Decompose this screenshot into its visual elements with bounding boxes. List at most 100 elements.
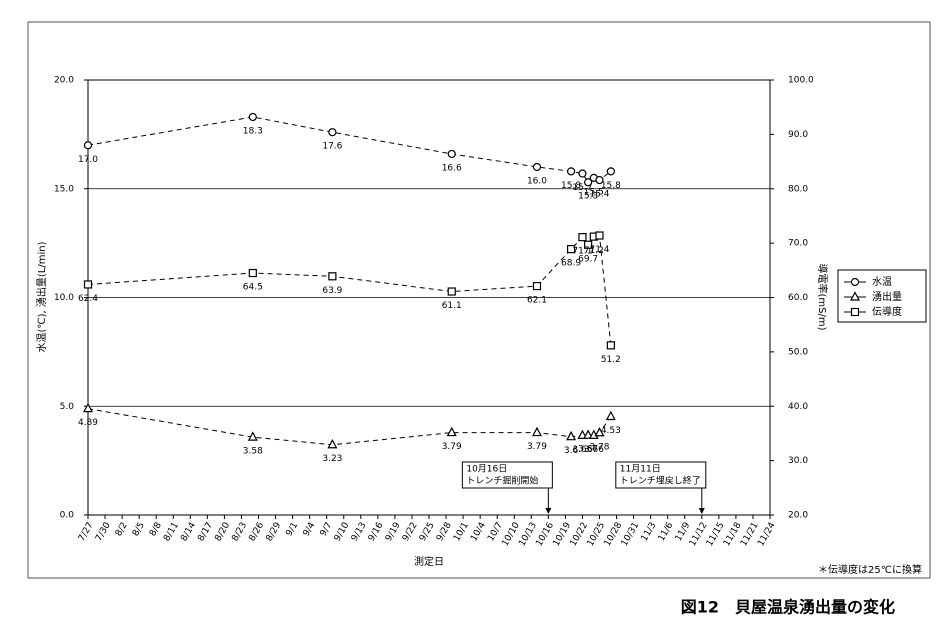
x-tick-label: 8/17 (196, 521, 215, 544)
x-tick-label: 8/11 (162, 521, 181, 544)
x-tick-label: 9/25 (418, 521, 437, 544)
data-point (594, 427, 605, 437)
x-tick-label: 11/24 (756, 521, 778, 549)
x-tick-label: 8/14 (179, 521, 198, 544)
data-label: 3.79 (442, 442, 462, 452)
series-line (87, 234, 612, 346)
y-tick-label: 10.0 (54, 293, 74, 303)
annotation-box (461, 461, 553, 489)
x-tick-label: 10/4 (469, 521, 488, 544)
y2-axis-label: 導電率(mS/m) (816, 263, 829, 330)
y2-tick-label: 50.0 (788, 347, 808, 357)
data-point (531, 426, 542, 437)
x-tick-label: 9/7 (319, 521, 335, 539)
data-point (606, 341, 615, 350)
data-label: 3.78 (589, 442, 609, 452)
data-point (605, 410, 616, 421)
annotation-text: トレンチ掘削開始 (466, 475, 538, 487)
x-tick-label: 9/28 (435, 521, 454, 544)
x-tick-label: 8/5 (131, 521, 147, 539)
data-point (583, 429, 594, 439)
x-tick-label: 8/29 (265, 521, 284, 544)
data-label: 15.5 (584, 187, 604, 197)
annotation-text: 11月11日 (620, 464, 661, 475)
x-tick-label: 11/3 (640, 521, 659, 544)
y2-tick-label: 70.0 (788, 239, 808, 249)
data-label: 3.23 (322, 454, 342, 464)
data-point (584, 240, 593, 249)
data-point (83, 280, 93, 289)
legend-marker (850, 307, 860, 317)
x-tick-label: 8/8 (148, 521, 164, 539)
data-point (584, 178, 593, 187)
data-point (447, 149, 456, 159)
y2-tick-label: 20.0 (788, 511, 808, 521)
data-label: 69.7 (578, 254, 598, 264)
series-line (87, 116, 612, 183)
data-label: 16.6 (442, 163, 462, 173)
data-label: 3.79 (527, 442, 547, 452)
data-label: 71.2 (584, 246, 604, 256)
data-point (447, 287, 456, 296)
legend-label: 水温 (872, 276, 892, 288)
data-point (566, 430, 577, 441)
data-label: 4.53 (601, 426, 621, 436)
data-label: 3.67 (578, 445, 598, 455)
x-tick-label: 11/6 (657, 521, 676, 544)
data-point (606, 167, 615, 176)
data-label: 61.1 (442, 301, 462, 311)
data-point (595, 231, 604, 240)
x-tick-label: 10/31 (620, 521, 642, 548)
footnote: ＊伝導度は25℃に換算 (818, 563, 922, 576)
data-label: 71.1 (572, 247, 592, 257)
data-label: 15.4 (589, 190, 609, 200)
data-label: 15.8 (601, 181, 621, 191)
x-tick-label: 7/27 (77, 521, 96, 544)
data-point (578, 233, 587, 242)
series-line (87, 408, 612, 446)
x-tick-label: 8/23 (230, 521, 249, 544)
x-tick-label: 8/2 (114, 521, 130, 539)
annotation-arrowhead (698, 508, 705, 514)
annotation-arrowhead (545, 508, 552, 514)
legend-label: 伝導度 (872, 305, 902, 318)
data-point (248, 112, 257, 122)
data-label: 15.3 (578, 192, 598, 202)
x-tick-label: 9/10 (333, 521, 352, 544)
data-point (83, 402, 93, 413)
y2-tick-label: 100.0 (788, 76, 814, 86)
data-point (566, 245, 576, 254)
data-label: 17.6 (322, 142, 342, 152)
data-label: 15.8 (561, 181, 581, 191)
data-point (446, 426, 457, 437)
x-tick-label: 9/16 (367, 521, 386, 544)
x-tick-label: 9/22 (401, 521, 420, 544)
y2-tick-label: 40.0 (788, 402, 808, 412)
x-tick-label: 9/4 (302, 521, 318, 539)
data-label: 17.0 (78, 155, 98, 165)
y2-tick-label: 80.0 (788, 184, 808, 194)
y-axis-label: 水温(℃), 湧出量(L/min) (35, 241, 48, 352)
legend-marker (850, 277, 860, 287)
data-label: 15.7 (572, 183, 592, 193)
legend-marker (850, 291, 860, 301)
annotation-box (615, 461, 707, 489)
data-label: 3.66 (584, 445, 604, 455)
annotation-text: トレンチ埋戻し終了 (620, 475, 701, 487)
legend-label: 湧出量 (872, 290, 902, 303)
annotation-text: 10月16日 (466, 464, 507, 475)
data-label: 3.66 (572, 445, 592, 455)
y2-tick-label: 90.0 (788, 130, 808, 140)
x-tick-label: 10/1 (452, 521, 471, 544)
data-label: 64.5 (243, 283, 263, 293)
data-label: 62.1 (527, 296, 547, 306)
data-point (578, 169, 587, 178)
data-point (83, 141, 93, 150)
data-label: 3.58 (243, 447, 263, 457)
y-tick-label: 20.0 (54, 76, 74, 86)
y-tick-label: 5.0 (60, 402, 75, 412)
x-tick-label: 8/26 (247, 521, 266, 544)
x-tick-label: 9/19 (384, 521, 403, 544)
data-label: 71.4 (589, 245, 609, 255)
